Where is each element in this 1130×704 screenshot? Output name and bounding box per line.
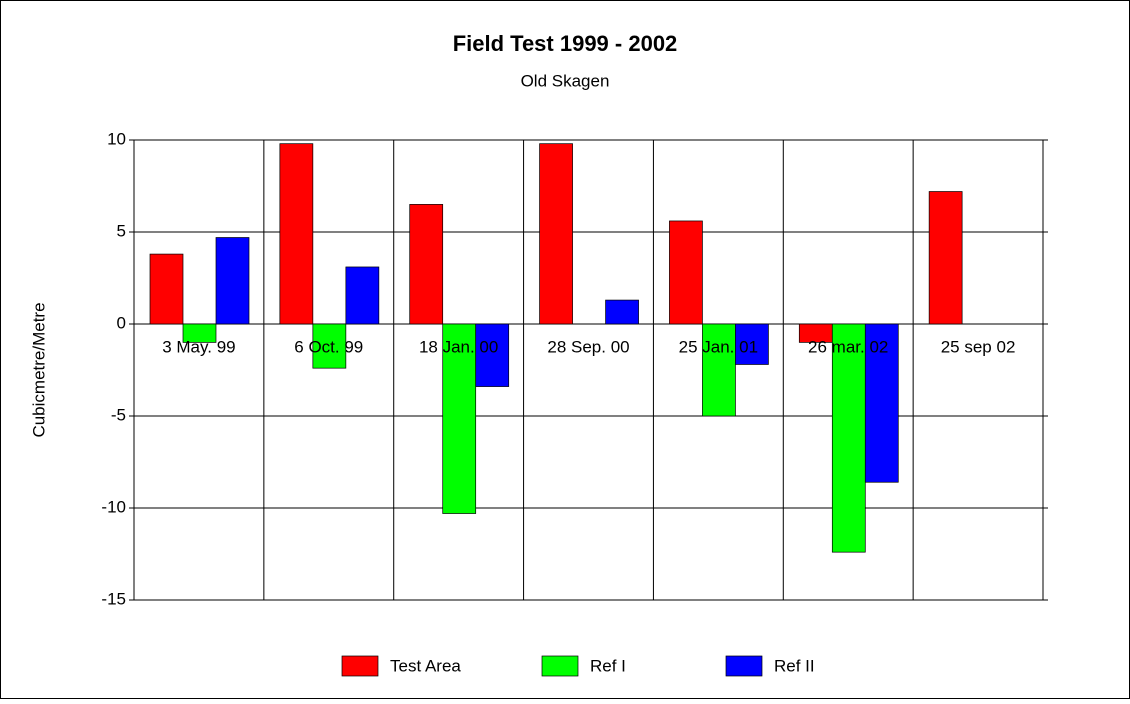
x-tick-label: 26 mar. 02 <box>808 337 888 356</box>
bar <box>928 191 963 325</box>
y-tick-label: -15 <box>101 589 126 608</box>
bar <box>345 266 380 325</box>
x-tick-label: 25 sep 02 <box>941 337 1016 356</box>
legend-swatch <box>341 655 379 677</box>
bar <box>539 143 573 325</box>
bar <box>605 299 639 325</box>
bar <box>669 220 703 325</box>
bar <box>182 323 217 343</box>
bar <box>735 323 769 365</box>
chart-title: Field Test 1999 - 2002 <box>453 31 678 56</box>
bar <box>149 253 184 325</box>
y-tick-label: 0 <box>117 313 126 332</box>
y-tick-label: -5 <box>111 405 126 424</box>
bar <box>312 323 347 369</box>
bar <box>831 323 866 553</box>
y-tick-label: 5 <box>117 221 126 240</box>
y-tick-label: -10 <box>101 497 126 516</box>
bar <box>864 323 899 483</box>
x-tick-label: 18 Jan. 00 <box>419 337 498 356</box>
x-tick-label: 28 Sep. 00 <box>547 337 629 356</box>
legend-label: Ref I <box>590 656 626 675</box>
x-tick-label: 25 Jan. 01 <box>679 337 758 356</box>
x-tick-label: 6 Oct. 99 <box>294 337 363 356</box>
x-tick-label: 3 May. 99 <box>162 337 235 356</box>
legend-swatch <box>725 655 763 677</box>
legend-swatch <box>541 655 579 677</box>
bar <box>409 204 444 325</box>
bar <box>702 323 736 417</box>
bar <box>442 323 477 514</box>
legend-label: Test Area <box>390 656 461 675</box>
bar <box>475 323 510 387</box>
chart-subtitle: Old Skagen <box>521 71 610 90</box>
bar <box>215 237 250 325</box>
bar <box>279 143 314 325</box>
y-tick-label: 10 <box>107 129 126 148</box>
y-axis-label: Cubicmetre/Metre <box>29 302 48 437</box>
legend-label: Ref II <box>774 656 815 675</box>
